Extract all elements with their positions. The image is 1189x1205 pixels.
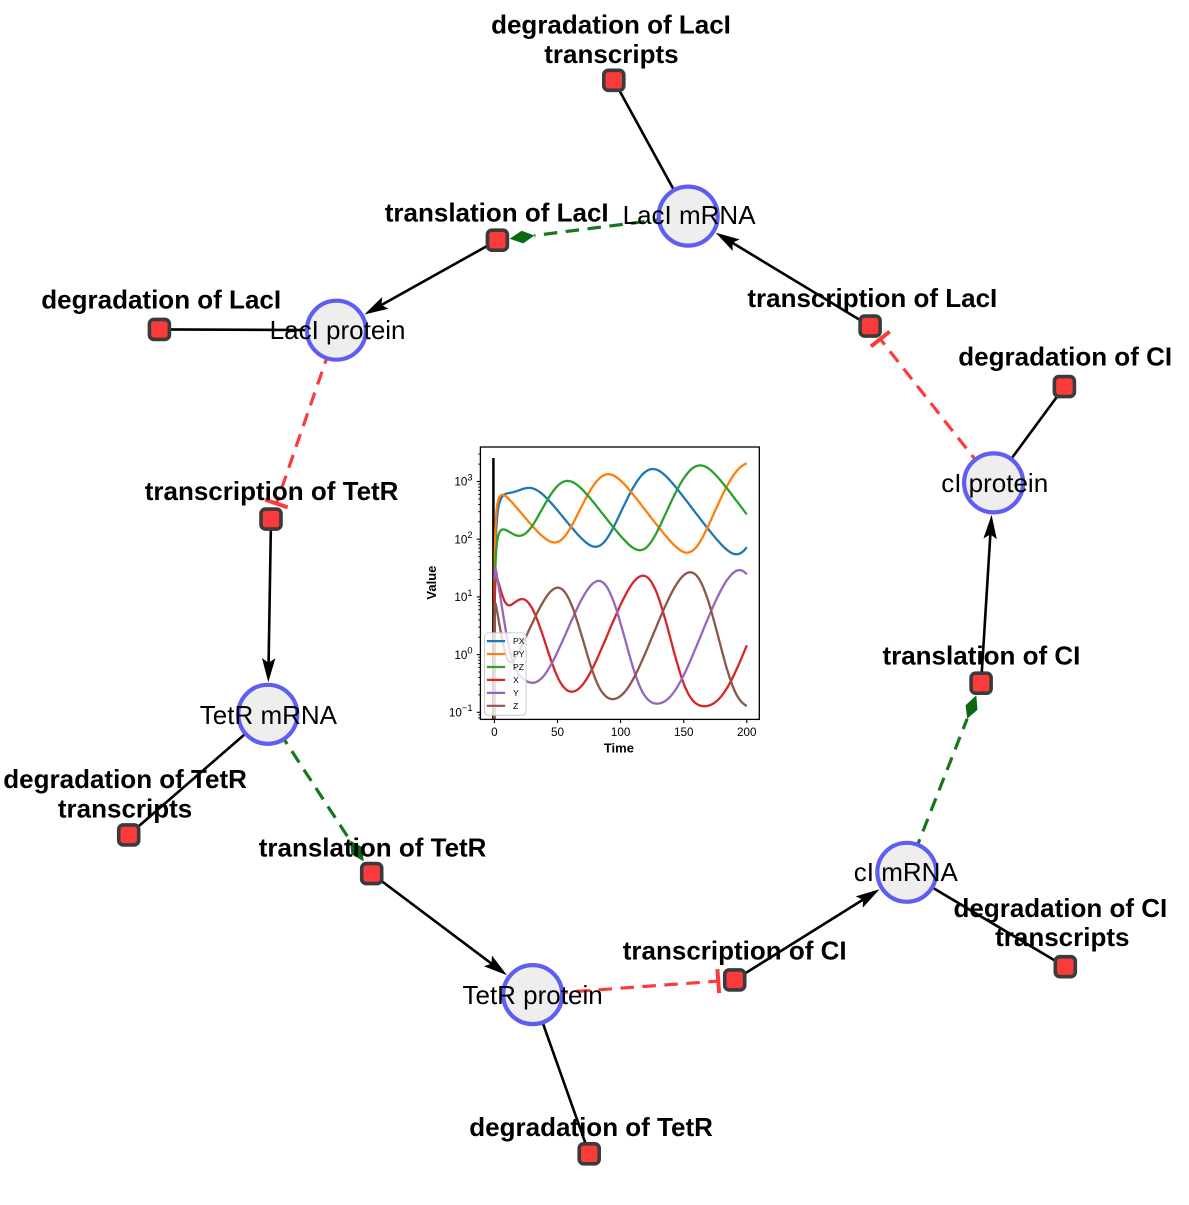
svg-text:Time: Time xyxy=(604,741,634,756)
svg-text:degradation of TetR: degradation of TetR xyxy=(3,764,247,794)
svg-text:100: 100 xyxy=(611,726,631,739)
svg-text:Z: Z xyxy=(513,701,519,711)
svg-text:TetR protein: TetR protein xyxy=(463,980,603,1010)
svg-text:200: 200 xyxy=(737,726,757,739)
svg-text:cI protein: cI protein xyxy=(941,468,1048,498)
svg-text:PY: PY xyxy=(513,649,525,659)
svg-text:LacI protein: LacI protein xyxy=(270,315,406,345)
svg-text:degradation of TetR: degradation of TetR xyxy=(469,1112,713,1142)
svg-text:degradation of LacI: degradation of LacI xyxy=(41,285,281,315)
svg-text:50: 50 xyxy=(551,726,565,739)
svg-text:translation of LacI: translation of LacI xyxy=(385,198,609,228)
svg-text:Value: Value xyxy=(424,566,439,600)
svg-text:translation of TetR: translation of TetR xyxy=(259,833,487,863)
svg-text:degradation of CI: degradation of CI xyxy=(954,893,1168,923)
svg-text:transcripts: transcripts xyxy=(544,39,678,69)
svg-text:transcription of TetR: transcription of TetR xyxy=(145,476,399,506)
svg-text:transcription of CI: transcription of CI xyxy=(623,936,847,966)
svg-text:transcription of LacI: transcription of LacI xyxy=(747,283,997,313)
svg-text:cI mRNA: cI mRNA xyxy=(854,857,959,887)
svg-text:150: 150 xyxy=(674,726,694,739)
svg-text:transcripts: transcripts xyxy=(58,794,192,824)
svg-text:translation of CI: translation of CI xyxy=(882,641,1080,671)
svg-text:X: X xyxy=(513,675,519,685)
svg-text:degradation of LacI: degradation of LacI xyxy=(491,9,731,39)
svg-text:transcripts: transcripts xyxy=(995,922,1129,952)
svg-text:0: 0 xyxy=(491,726,498,739)
svg-text:TetR mRNA: TetR mRNA xyxy=(200,700,338,730)
svg-text:Y: Y xyxy=(513,688,519,698)
svg-text:PX: PX xyxy=(513,636,525,646)
svg-text:degradation of CI: degradation of CI xyxy=(958,342,1172,372)
svg-text:PZ: PZ xyxy=(513,662,525,672)
svg-text:LacI mRNA: LacI mRNA xyxy=(623,200,757,230)
